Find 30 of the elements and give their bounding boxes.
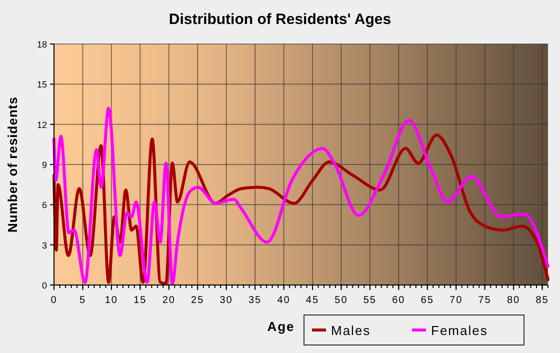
y-tick-label: 9 xyxy=(42,160,47,170)
y-tick-label: 12 xyxy=(36,120,47,130)
chart-title: Distribution of Residents' Ages xyxy=(168,11,392,28)
x-tick-label: 10 xyxy=(104,295,118,306)
y-tick-label: 15 xyxy=(36,80,47,90)
legend-label: Females xyxy=(431,323,488,338)
x-tick-label: 30 xyxy=(220,295,233,306)
x-tick-label: 0 xyxy=(50,295,58,306)
x-tick-label: 5 xyxy=(79,295,86,306)
y-axis-title: Number of residents xyxy=(5,96,20,232)
x-tick-label: 50 xyxy=(334,295,348,306)
x-tick-label: 15 xyxy=(134,295,147,306)
x-tick-label: 35 xyxy=(248,295,262,306)
x-tick-label: 45 xyxy=(306,295,320,306)
x-tick-label: 70 xyxy=(450,295,463,306)
legend-label: Males xyxy=(331,323,371,338)
x-tick-label: 85 xyxy=(536,295,549,306)
x-tick-label: 80 xyxy=(506,295,520,306)
x-tick-label: 25 xyxy=(191,295,204,306)
x-tick-label: 65 xyxy=(420,295,434,306)
x-tick-label: 40 xyxy=(277,295,290,306)
y-tick-label: 18 xyxy=(36,40,47,50)
x-tick-label: 60 xyxy=(392,295,406,306)
x-axis-title: Age xyxy=(267,319,295,334)
x-tick-label: 20 xyxy=(162,295,176,306)
x-tick-label: 55 xyxy=(363,295,376,306)
y-tick-label: 0 xyxy=(42,280,47,290)
y-tick-label: 3 xyxy=(42,240,47,250)
x-tick-label: 75 xyxy=(478,295,492,306)
y-tick-label: 6 xyxy=(42,200,47,210)
